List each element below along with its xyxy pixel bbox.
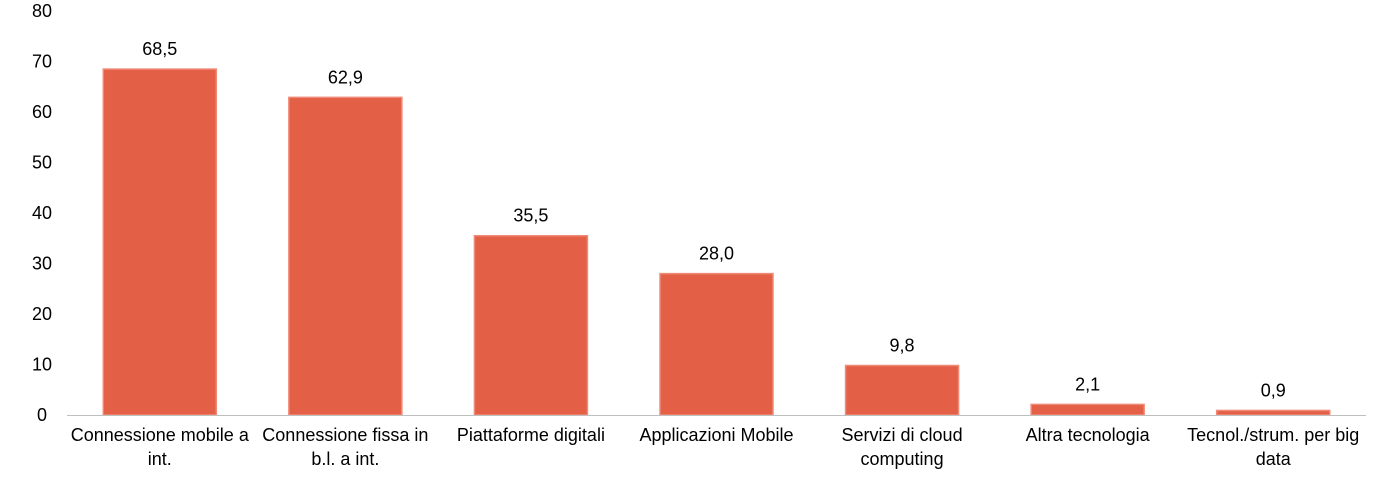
x-category-label: Applicazioni Mobile: [639, 425, 793, 445]
x-category-line: b.l. a int.: [311, 449, 379, 469]
y-tick-label: 50: [32, 153, 52, 173]
y-tick-label: 80: [32, 1, 52, 21]
x-category-line: Connessione mobile a: [71, 425, 250, 445]
x-axis: Connessione mobile a int. Connessione fiss…: [71, 425, 1360, 469]
bar: [1215, 409, 1331, 416]
x-category-label: Tecnol./strum. per big data: [1187, 425, 1359, 469]
x-category-label: Piattaforme digitali: [457, 425, 605, 445]
x-category-label: Altra tecnologia: [1026, 425, 1151, 445]
y-tick-label: 30: [32, 254, 52, 274]
data-label: 62,9: [328, 67, 363, 87]
bar: [288, 96, 403, 416]
data-label: 35,5: [513, 206, 548, 226]
x-category-line: Altra tecnologia: [1026, 425, 1151, 445]
data-labels: 68,5 62,9 35,5 28,0 9,8 2,1 0,9: [142, 39, 1285, 400]
y-tick-label: 60: [32, 102, 52, 122]
x-category-line: int.: [148, 449, 172, 469]
y-tick-label: 10: [32, 355, 52, 375]
bar: [473, 234, 589, 416]
bar: [659, 272, 774, 416]
y-tick-label: 40: [32, 203, 52, 223]
bar: [102, 68, 218, 416]
y-tick-label: 70: [32, 52, 52, 72]
data-label: 28,0: [699, 244, 734, 264]
x-category-line: Piattaforme digitali: [457, 425, 605, 445]
x-category-label: Connessione mobile a int.: [71, 425, 250, 469]
x-category-label: Servizi di cloud computing: [842, 425, 963, 469]
x-category-line: data: [1256, 449, 1292, 469]
data-label: 68,5: [142, 39, 177, 59]
x-category-line: computing: [861, 449, 944, 469]
x-category-line: Applicazioni Mobile: [639, 425, 793, 445]
data-label: 0,9: [1261, 380, 1286, 400]
x-category-label: Connessione fissa in b.l. a int.: [262, 425, 428, 469]
bars: [102, 68, 1331, 416]
x-category-line: Tecnol./strum. per big: [1187, 425, 1359, 445]
bar: [1030, 403, 1145, 416]
data-label: 2,1: [1075, 374, 1100, 394]
bar: [844, 364, 960, 416]
y-tick-label: 20: [32, 304, 52, 324]
data-label: 9,8: [890, 336, 915, 356]
y-axis: 0 10 20 30 40 50 60 70 80: [32, 1, 52, 425]
x-category-line: Servizi di cloud: [842, 425, 963, 445]
y-tick-label: 0: [37, 405, 47, 425]
x-category-line: Connessione fissa in: [262, 425, 428, 445]
